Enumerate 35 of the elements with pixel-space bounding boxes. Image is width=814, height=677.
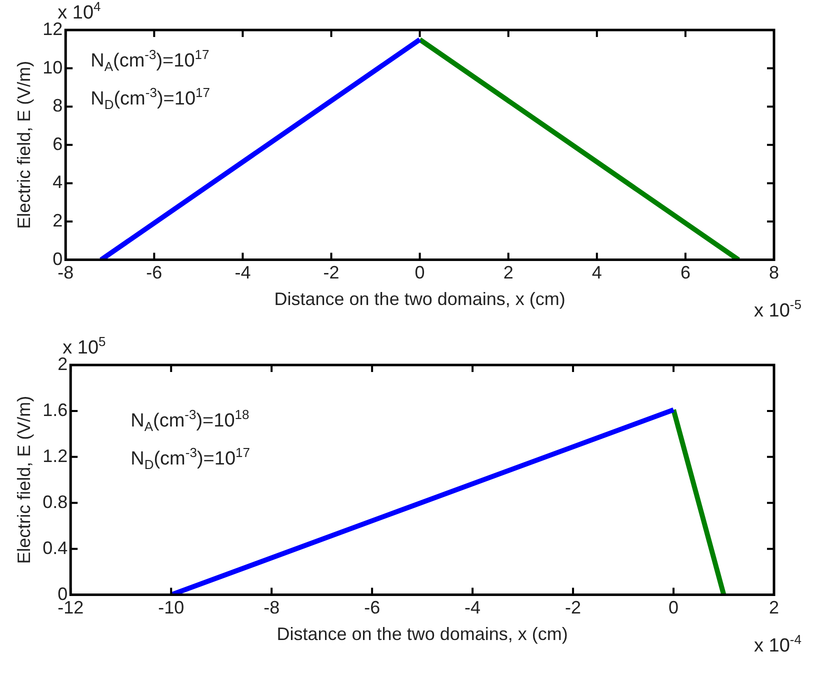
- x-tick-label: -2: [323, 262, 340, 283]
- x-tick-label: -6: [146, 262, 162, 283]
- text: x 10$^{-5}$: [754, 296, 802, 322]
- y-tick-label: 6: [52, 134, 63, 154]
- y-axis-title: Electric field, E (V/m): [14, 396, 34, 564]
- y-tick-label: 2: [52, 210, 63, 230]
- x-tick-label: 0: [414, 262, 425, 283]
- y-tick-label: 1.2: [42, 446, 68, 466]
- text: x 10$^{-4}$: [754, 632, 802, 656]
- annotation: N$_{A}$(cm$^{-3}$)=10$^{17}$: [90, 47, 210, 74]
- x-tick-label: -8: [264, 598, 280, 618]
- x-axis-title: Distance on the two domains, x (cm): [274, 289, 566, 310]
- y-tick-label: 0.8: [42, 492, 68, 512]
- x-tick-label: 0: [668, 598, 679, 618]
- x-tick-label: 6: [680, 262, 690, 283]
- annotation: N$_{D}$(cm$^{-3}$)=10$^{17}$: [90, 85, 210, 112]
- x-tick-label: -10: [158, 598, 184, 618]
- y-tick-label: 0.4: [42, 538, 68, 558]
- y-axis-title: Electric field, E (V/m): [14, 60, 34, 229]
- y-tick-label: 8: [52, 96, 63, 116]
- x-tick-label: 2: [503, 262, 514, 283]
- x-tick-label: 4: [592, 262, 602, 283]
- x-tick-label: 2: [768, 598, 780, 618]
- x-tick-label: -6: [364, 598, 380, 618]
- y-tick-label: 0: [52, 248, 63, 269]
- x-tick-label: -2: [565, 598, 582, 618]
- x-tick-label: -4: [234, 262, 251, 283]
- x-tick-label: -4: [464, 598, 481, 618]
- y-tick-label: 4: [52, 172, 63, 192]
- y-tick-label: 10: [42, 57, 63, 78]
- y-tick-label: 1.6: [42, 400, 68, 420]
- x-axis-title: Distance on the two domains, x (cm): [276, 624, 568, 644]
- annotation: N$_{D}$(cm$^{-3}$)=10$^{17}$: [130, 445, 250, 472]
- x-tick-label: 8: [768, 262, 780, 283]
- annotation: N$_{A}$(cm$^{-3}$)=10$^{18}$: [130, 407, 250, 434]
